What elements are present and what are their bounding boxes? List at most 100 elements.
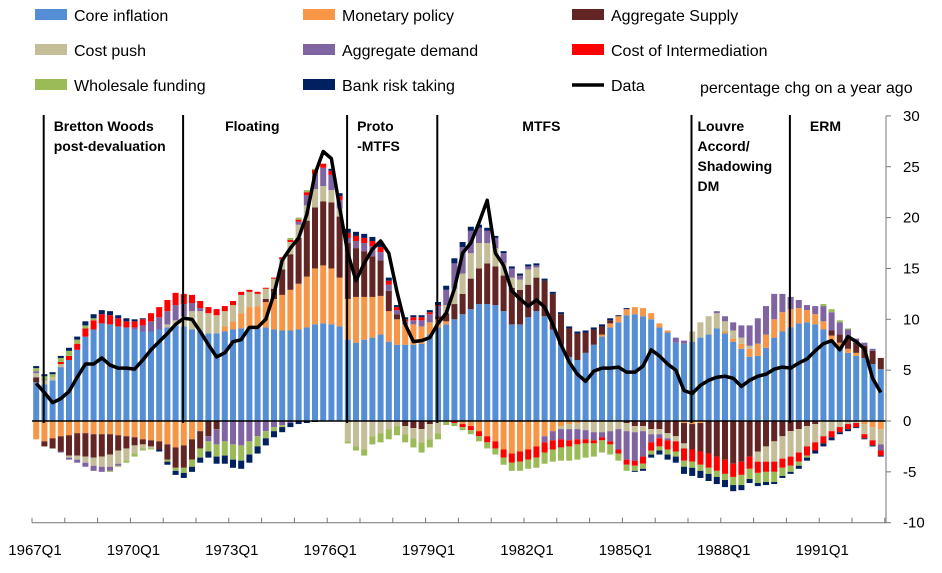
bar-segment: [836, 347, 843, 421]
bar-segment: [812, 314, 819, 325]
bar-segment: [197, 448, 204, 458]
bar-segment: [303, 276, 310, 328]
bar-segment: [41, 441, 48, 447]
regime-label: MTFS: [522, 118, 560, 134]
bar-segment: [205, 333, 212, 421]
bar-segment: [558, 314, 564, 345]
bar-segment: [213, 315, 220, 334]
bar-segment: [517, 289, 523, 325]
bar-segment: [246, 289, 253, 292]
bar-segment: [57, 355, 64, 358]
bar-segment: [590, 432, 597, 441]
bar-segment: [804, 426, 810, 447]
bar-segment: [713, 311, 720, 314]
bar-segment: [631, 314, 638, 421]
bar-segment: [295, 283, 302, 330]
bar-segment: [33, 382, 40, 421]
bar-segment: [369, 296, 376, 338]
bar-segment: [361, 233, 368, 238]
bar-segment: [467, 430, 474, 435]
bar-segment: [771, 441, 778, 462]
legend-swatch-1: [303, 9, 335, 20]
bar-segment: [476, 421, 482, 432]
bar-segment: [615, 429, 622, 450]
bar-segment: [82, 321, 89, 326]
bar-segment: [607, 318, 614, 321]
bar-segment: [123, 327, 130, 421]
bar-segment: [771, 319, 778, 338]
bar-segment: [763, 471, 769, 483]
bar-segment: [328, 170, 335, 175]
bar-segment: [254, 328, 261, 421]
y-tick-label: 10: [903, 311, 920, 328]
bar-segment: [566, 424, 573, 430]
bar-segment: [804, 455, 810, 458]
bar-segment: [566, 356, 573, 421]
bar-segment: [820, 321, 827, 330]
bar-segment: [787, 456, 794, 466]
bar-segment: [139, 448, 146, 451]
bar-segment: [754, 483, 761, 487]
bar-segment: [467, 278, 474, 310]
bar-segment: [763, 347, 769, 421]
bar-segment: [508, 268, 515, 278]
bar-segment: [689, 424, 696, 450]
bar-segment: [369, 236, 376, 241]
bar-segment: [295, 217, 302, 220]
bar-segment: [845, 429, 851, 432]
bar-segment: [49, 377, 56, 381]
y-tick-label: -10: [903, 515, 925, 532]
bar-segment: [836, 342, 843, 348]
bar-segment: [730, 421, 737, 464]
bar-segment: [738, 461, 745, 475]
bar-segment: [271, 431, 277, 438]
bar-segment: [845, 329, 851, 340]
bar-segment: [221, 421, 228, 442]
bar-segment: [74, 349, 81, 421]
bar-segment: [312, 324, 318, 421]
bar-segment: [754, 472, 761, 484]
bar-segment: [664, 330, 671, 333]
bar-segment: [98, 456, 105, 467]
bar-segment: [574, 439, 581, 445]
bar-segment: [279, 427, 286, 433]
bar-segment: [180, 472, 187, 478]
bar-segment: [754, 318, 761, 344]
data-series-line: [34, 149, 883, 405]
bar-segment: [697, 470, 704, 478]
bar-segment: [681, 443, 687, 449]
bar-segment: [746, 421, 753, 457]
bar-segment: [221, 331, 228, 421]
bar-segment: [607, 444, 614, 455]
bar-segment: [410, 438, 417, 448]
bar-segment: [402, 344, 409, 421]
bar-segment: [123, 448, 130, 461]
bar-segment: [623, 459, 630, 465]
bar-segment: [525, 317, 532, 421]
legend-swatch-3: [35, 44, 67, 55]
bar-segment: [484, 442, 491, 449]
bar-segment: [566, 440, 573, 447]
bar-segment: [57, 357, 64, 363]
bar-segment: [377, 244, 384, 248]
bar-segment: [861, 438, 868, 440]
bar-segment: [344, 421, 351, 442]
bar-segment: [656, 438, 663, 447]
bar-segment: [164, 324, 171, 328]
bar-segment: [139, 421, 146, 440]
bar-segment: [197, 300, 204, 309]
bar-segment: [779, 331, 786, 421]
bar-segment: [713, 313, 720, 329]
bar-segment: [722, 421, 728, 460]
bar-segment: [795, 421, 802, 430]
bar-segment: [574, 359, 581, 421]
legend-swatch-4: [303, 44, 335, 55]
bar-segment: [500, 251, 507, 254]
bar-segment: [418, 326, 425, 344]
bar-segment: [763, 334, 769, 348]
bar-segment: [451, 319, 458, 421]
bar-segment: [238, 313, 245, 329]
bar-segment: [377, 295, 384, 335]
bar-segment: [804, 322, 810, 421]
bar-segment: [517, 273, 523, 276]
